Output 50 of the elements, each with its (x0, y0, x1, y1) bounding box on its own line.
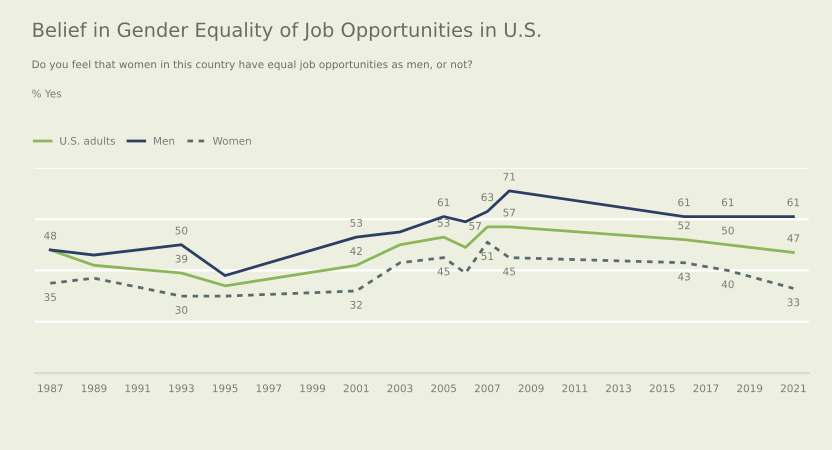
data-label: 32 (350, 300, 362, 309)
legend-label: Men (154, 137, 174, 145)
x-tick-label: 1997 (256, 384, 282, 392)
data-label: 61 (722, 198, 734, 206)
data-label: 57 (469, 222, 481, 230)
x-tick-label: 2019 (737, 384, 762, 392)
data-label: 30 (176, 306, 188, 314)
data-label: 61 (788, 198, 800, 206)
x-tick-label: 2001 (344, 384, 369, 392)
data-label: 43 (678, 272, 690, 281)
data-label: 53 (350, 218, 362, 227)
x-tick-label: 2003 (387, 384, 412, 392)
data-label: 50 (722, 226, 734, 234)
legend-label: U.S. adults (60, 136, 115, 145)
data-label: 45 (503, 268, 515, 276)
data-label: 57 (503, 208, 515, 216)
data-label: 51 (482, 252, 494, 260)
data-label: 40 (722, 280, 734, 288)
data-label: 61 (678, 198, 690, 206)
data-label: 42 (350, 247, 362, 255)
data-label: 63 (481, 193, 494, 202)
data-label: 39 (176, 254, 188, 263)
data-label: 53 (438, 218, 450, 227)
x-tick-label: 2015 (650, 384, 675, 392)
chart-title: Belief in Gender Equality of Job Opportunities in U.S. (34, 22, 540, 41)
text: % Yes (32, 90, 62, 98)
data-label: 50 (176, 226, 188, 234)
chart-subtitle: Do you feel that women in this country have equal job opportunities as men, or not? (32, 60, 472, 70)
x-tick-label: 2021 (780, 384, 806, 392)
x-tick-label: 1993 (169, 384, 194, 392)
x-tick-label: 2013 (606, 384, 631, 392)
x-tick-label: 2005 (431, 384, 456, 392)
data-label: 61 (438, 198, 450, 206)
data-label: 33 (788, 298, 800, 306)
x-tick-label: 1991 (126, 384, 150, 392)
x-tick-label: 2011 (562, 384, 588, 392)
x-tick-label: 2017 (693, 384, 718, 392)
data-label: 35 (44, 293, 56, 302)
x-tick-label: 1987 (38, 384, 63, 392)
data-label: 45 (438, 268, 450, 276)
legend-label: Women (212, 137, 251, 145)
data-label: 47 (787, 234, 800, 242)
x-tick-label: 1989 (82, 384, 106, 392)
x-tick-label: 1995 (212, 384, 238, 392)
x-tick-label: 2009 (518, 384, 544, 392)
x-tick-label: 2007 (474, 384, 500, 392)
data-label: 48 (44, 232, 56, 240)
data-label: 71 (503, 172, 515, 180)
x-tick-label: 1999 (300, 384, 326, 392)
data-label: 52 (678, 221, 690, 230)
